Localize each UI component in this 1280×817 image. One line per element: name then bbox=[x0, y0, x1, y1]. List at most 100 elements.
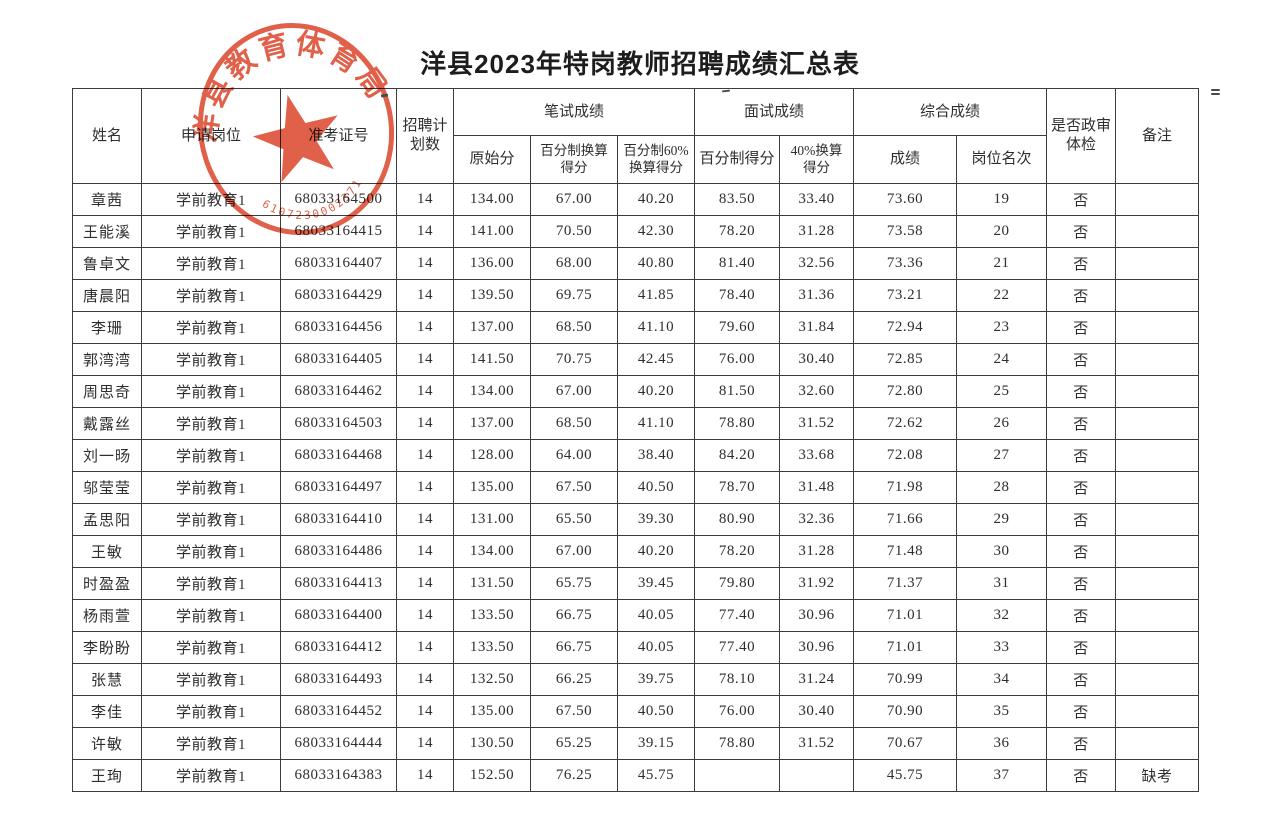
cell-remarks bbox=[1115, 279, 1200, 312]
cell-remarks bbox=[1115, 215, 1200, 248]
cell-overall-score: 73.58 bbox=[853, 215, 958, 248]
cell-remarks bbox=[1115, 471, 1200, 504]
cell-plan: 14 bbox=[396, 471, 454, 504]
cell-interview-40pct: 31.28 bbox=[778, 215, 855, 248]
score-table: 姓名 申请岗位 准考证号 招聘计 划数 笔试成绩 面试成绩 综合成绩 是否政审 … bbox=[72, 88, 1200, 792]
table-row: 鲁卓文 学前教育1 68033164407 14 136.00 68.00 40.80 81.… bbox=[72, 247, 1200, 280]
cell-interview-pct: 78.20 bbox=[694, 535, 780, 568]
cell-remarks bbox=[1115, 503, 1200, 536]
cell-written-pct: 67.00 bbox=[530, 535, 618, 568]
cell-written-pct: 68.50 bbox=[530, 311, 618, 344]
cell-rank: 20 bbox=[956, 215, 1048, 248]
cell-review: 否 bbox=[1046, 375, 1117, 408]
cell-plan: 14 bbox=[396, 375, 454, 408]
cell-written-60pct: 39.15 bbox=[617, 727, 695, 760]
cell-overall-score: 72.94 bbox=[853, 311, 958, 344]
cell-ticket-no: 68033164503 bbox=[280, 407, 397, 440]
cell-plan: 14 bbox=[396, 279, 454, 312]
cell-remarks: 缺考 bbox=[1115, 759, 1200, 792]
cell-remarks bbox=[1115, 439, 1200, 472]
cell-written-60pct: 41.10 bbox=[617, 311, 695, 344]
cell-ticket-no: 68033164400 bbox=[280, 599, 397, 632]
cell-interview-pct: 78.10 bbox=[694, 663, 780, 696]
cell-review: 否 bbox=[1046, 727, 1117, 760]
col-group-written: 笔试成绩 bbox=[453, 88, 695, 136]
cell-name: 许敏 bbox=[72, 727, 142, 760]
cell-position: 学前教育1 bbox=[141, 567, 281, 600]
cell-plan: 14 bbox=[396, 439, 454, 472]
cell-written-raw: 133.50 bbox=[453, 599, 531, 632]
cell-review: 否 bbox=[1046, 183, 1117, 216]
cell-written-raw: 139.50 bbox=[453, 279, 531, 312]
col-header-written-pct: 百分制换算 得分 bbox=[530, 135, 618, 184]
cell-position: 学前教育1 bbox=[141, 535, 281, 568]
cell-overall-score: 71.48 bbox=[853, 535, 958, 568]
cell-rank: 24 bbox=[956, 343, 1048, 376]
cell-overall-score: 71.01 bbox=[853, 631, 958, 664]
cell-interview-40pct: 31.52 bbox=[778, 407, 855, 440]
cell-name: 王敏 bbox=[72, 535, 142, 568]
cell-review: 否 bbox=[1046, 279, 1117, 312]
cell-rank: 25 bbox=[956, 375, 1048, 408]
table-row: 王能溪 学前教育1 68033164415 14 141.00 70.50 42.30 78.… bbox=[72, 215, 1200, 248]
cell-remarks bbox=[1115, 343, 1200, 376]
cell-remarks bbox=[1115, 375, 1200, 408]
cell-position: 学前教育1 bbox=[141, 183, 281, 216]
cell-written-raw: 152.50 bbox=[453, 759, 531, 792]
table-row: 王珣 学前教育1 68033164383 14 152.50 76.25 45.75 45.7… bbox=[72, 759, 1200, 792]
cell-plan: 14 bbox=[396, 567, 454, 600]
cell-review: 否 bbox=[1046, 343, 1117, 376]
cell-rank: 32 bbox=[956, 599, 1048, 632]
page-title: 洋县2023年特岗教师招聘成绩汇总表 bbox=[420, 49, 860, 79]
cell-ticket-no: 68033164468 bbox=[280, 439, 397, 472]
cell-written-raw: 131.00 bbox=[453, 503, 531, 536]
cell-remarks bbox=[1115, 311, 1200, 344]
col-group-overall: 综合成绩 bbox=[853, 88, 1048, 136]
cell-interview-pct: 79.60 bbox=[694, 311, 780, 344]
cell-written-60pct: 42.30 bbox=[617, 215, 695, 248]
cell-remarks bbox=[1115, 407, 1200, 440]
cell-written-pct: 76.25 bbox=[530, 759, 618, 792]
cell-rank: 29 bbox=[956, 503, 1048, 536]
cell-rank: 31 bbox=[956, 567, 1048, 600]
cell-ticket-no: 68033164407 bbox=[280, 247, 397, 280]
cell-name: 唐晨阳 bbox=[72, 279, 142, 312]
table-row: 刘一旸 学前教育1 68033164468 14 128.00 64.00 38.40 84.… bbox=[72, 439, 1200, 472]
cell-interview-pct: 81.50 bbox=[694, 375, 780, 408]
cell-position: 学前教育1 bbox=[141, 343, 281, 376]
cell-ticket-no: 68033164412 bbox=[280, 631, 397, 664]
cell-written-pct: 67.50 bbox=[530, 471, 618, 504]
cell-interview-pct: 79.80 bbox=[694, 567, 780, 600]
cell-written-pct: 68.00 bbox=[530, 247, 618, 280]
cell-ticket-no: 68033164497 bbox=[280, 471, 397, 504]
cell-written-pct: 66.75 bbox=[530, 599, 618, 632]
col-header-ticket: 准考证号 bbox=[280, 88, 397, 184]
cell-name: 孟思阳 bbox=[72, 503, 142, 536]
table-row: 郭湾湾 学前教育1 68033164405 14 141.50 70.75 42.45 76.… bbox=[72, 343, 1200, 376]
cell-written-pct: 64.00 bbox=[530, 439, 618, 472]
cell-position: 学前教育1 bbox=[141, 695, 281, 728]
cell-interview-40pct: 30.96 bbox=[778, 599, 855, 632]
cell-plan: 14 bbox=[396, 503, 454, 536]
cell-written-raw: 134.00 bbox=[453, 375, 531, 408]
cell-written-raw: 137.00 bbox=[453, 311, 531, 344]
cell-remarks bbox=[1115, 727, 1200, 760]
cell-name: 刘一旸 bbox=[72, 439, 142, 472]
cell-interview-40pct: 32.36 bbox=[778, 503, 855, 536]
cell-overall-score: 71.01 bbox=[853, 599, 958, 632]
cell-ticket-no: 68033164405 bbox=[280, 343, 397, 376]
cell-interview-40pct: 31.36 bbox=[778, 279, 855, 312]
cell-interview-pct bbox=[694, 759, 780, 792]
cell-plan: 14 bbox=[396, 311, 454, 344]
cell-name: 李盼盼 bbox=[72, 631, 142, 664]
cell-ticket-no: 68033164383 bbox=[280, 759, 397, 792]
cell-written-raw: 135.00 bbox=[453, 695, 531, 728]
cell-interview-pct: 78.80 bbox=[694, 407, 780, 440]
col-header-interview-40pct: 40%换算 得分 bbox=[778, 135, 855, 184]
cell-plan: 14 bbox=[396, 215, 454, 248]
cell-remarks bbox=[1115, 663, 1200, 696]
cell-plan: 14 bbox=[396, 247, 454, 280]
cell-written-raw: 136.00 bbox=[453, 247, 531, 280]
cell-interview-40pct: 33.68 bbox=[778, 439, 855, 472]
cell-position: 学前教育1 bbox=[141, 599, 281, 632]
